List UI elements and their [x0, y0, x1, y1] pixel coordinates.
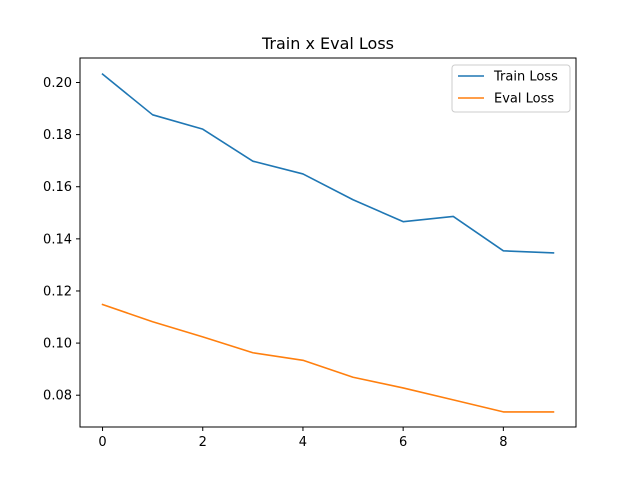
x-tick-label: 2	[199, 435, 207, 450]
y-tick-label: 0.08	[43, 389, 72, 404]
x-tick-label: 6	[399, 435, 407, 450]
legend: Train Loss Eval Loss	[451, 64, 571, 113]
y-tick-label: 0.10	[43, 337, 72, 352]
legend-label-train-loss: Train Loss	[493, 70, 558, 85]
plot-frame	[79, 57, 577, 428]
y-tick-label: 0.16	[43, 180, 72, 195]
x-tick-label: 8	[499, 435, 507, 450]
x-tick-label: 0	[98, 435, 106, 450]
train-loss-line	[101, 73, 555, 254]
y-tick-label: 0.12	[43, 284, 72, 299]
chart-title: Train x Eval Loss	[261, 34, 394, 53]
eval-loss-line	[101, 303, 555, 413]
axes-layer: 0 2 4 6 8 0.08 0.10 0.12 0.14 0.16 0.18 0.20	[43, 76, 507, 450]
y-tick-label: 0.20	[43, 76, 72, 91]
y-tick-label: 0.14	[43, 232, 72, 247]
y-tick-label: 0.18	[43, 128, 72, 143]
legend-label-eval-loss: Eval Loss	[494, 92, 554, 107]
x-tick-label: 4	[299, 435, 307, 450]
series-layer	[101, 73, 555, 413]
